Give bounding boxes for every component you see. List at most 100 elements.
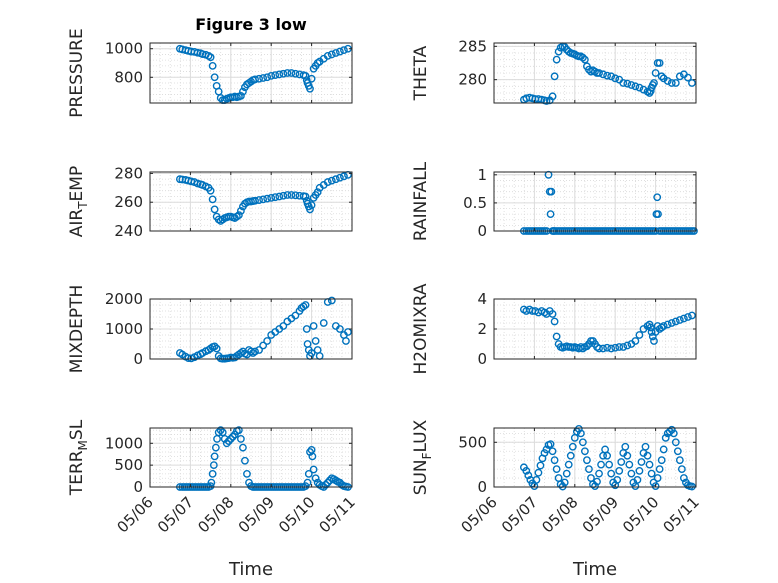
data-point	[321, 480, 330, 489]
panel-rainfall: 0 0.5 1 RAINFALL	[411, 161, 698, 241]
data-point	[211, 443, 220, 452]
data-point	[653, 193, 662, 202]
data-point	[208, 195, 217, 204]
data-point	[209, 461, 218, 470]
x-tick-label: 05/08	[538, 493, 581, 536]
data-point	[627, 469, 636, 478]
data-point	[303, 478, 312, 487]
data-point	[271, 193, 280, 202]
data-point	[633, 475, 642, 484]
data-point	[331, 175, 340, 184]
panel-terr_msl: 0 500 1000 TERRMSL 05/0605/0705/0805/0905/10…	[67, 419, 359, 536]
data-point	[291, 311, 300, 320]
data-point	[631, 82, 640, 91]
data-point	[677, 465, 686, 474]
data-point	[583, 456, 591, 465]
data-point	[552, 55, 561, 64]
data-point	[578, 344, 587, 353]
data-point	[639, 85, 648, 94]
axes-box	[493, 42, 697, 104]
data-point	[291, 69, 300, 78]
data-point	[342, 337, 350, 345]
panel-theta: 280 285 THETA	[411, 37, 697, 105]
data-point	[243, 469, 251, 478]
data-point	[651, 69, 660, 77]
data-point	[271, 71, 280, 80]
data-point	[279, 322, 288, 330]
data-point	[583, 342, 591, 351]
data-point	[619, 343, 628, 351]
data-point	[335, 325, 344, 333]
panel-mixdepth: 0 1000 2000 MIXDEPTH	[67, 285, 353, 373]
data-point	[627, 81, 636, 89]
y-axis-label: AIRTEMP	[67, 166, 90, 237]
data-point	[643, 451, 652, 460]
data-point	[236, 91, 245, 100]
data-point	[536, 461, 545, 470]
data-point	[548, 310, 557, 318]
data-point	[255, 74, 263, 83]
y-tick-label: 0	[133, 350, 143, 368]
axes-box	[493, 427, 697, 488]
y-tick-label: 1000	[105, 40, 143, 58]
data-point	[331, 49, 340, 57]
x-tick-label: 05/10	[619, 493, 662, 536]
data-point	[212, 344, 221, 353]
data-point	[673, 447, 682, 456]
data-point	[218, 428, 227, 437]
y-tick-label: 240	[114, 222, 143, 240]
data-point	[251, 75, 259, 84]
x-tick-label: 05/10	[275, 493, 318, 536]
y-tick-label: 0.5	[463, 194, 487, 212]
y-tick-label: 500	[458, 433, 487, 451]
y-tick-label: 1	[477, 166, 487, 184]
data-point	[576, 429, 585, 438]
data-point	[595, 344, 603, 353]
data-point	[210, 205, 219, 214]
data-point	[309, 322, 318, 330]
data-point	[542, 97, 551, 105]
data-point	[671, 438, 680, 447]
data-point	[255, 346, 263, 354]
data-point	[552, 332, 561, 341]
data-point	[241, 456, 249, 465]
data-point	[239, 87, 247, 96]
series-pressure	[175, 44, 352, 105]
data-point	[207, 478, 216, 487]
y-tick-label: 500	[114, 456, 143, 474]
data-point	[688, 311, 696, 320]
data-point	[613, 475, 622, 484]
data-point	[647, 469, 656, 478]
y-axis-label: THETA	[411, 45, 431, 101]
data-point	[585, 465, 593, 474]
data-point	[684, 73, 692, 82]
data-point	[623, 341, 632, 350]
y-tick-label: 0	[477, 350, 487, 368]
data-point	[255, 196, 263, 204]
y-tick-label: 2000	[105, 290, 143, 308]
data-point	[327, 296, 336, 305]
y-tick-label: 280	[114, 164, 143, 182]
plot-area	[494, 172, 696, 231]
data-point	[279, 191, 288, 200]
data-point	[645, 460, 654, 469]
data-point	[327, 176, 336, 185]
data-point	[306, 84, 314, 93]
data-point	[595, 469, 603, 478]
y-tick-label: 285	[458, 37, 487, 55]
data-point	[323, 478, 332, 487]
data-point	[647, 328, 656, 336]
data-point	[299, 302, 308, 311]
data-point	[208, 61, 217, 70]
data-point	[239, 443, 247, 452]
data-point	[267, 194, 276, 202]
data-point	[581, 447, 589, 456]
data-point	[210, 452, 219, 461]
data-point	[595, 69, 603, 77]
series-mixdepth	[175, 296, 352, 363]
data-point	[607, 72, 616, 81]
y-tick-label: 0	[477, 222, 487, 240]
data-point	[641, 442, 650, 451]
data-point	[635, 467, 644, 475]
data-point	[216, 426, 225, 435]
